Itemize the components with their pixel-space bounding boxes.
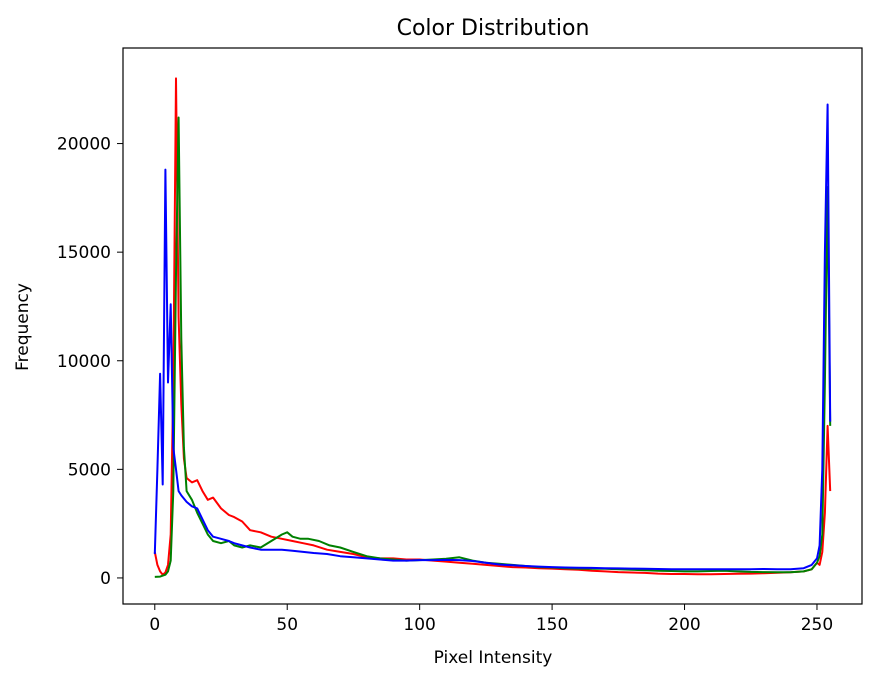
plot-frame <box>122 47 863 605</box>
x-tick-label-4: 200 <box>668 615 700 635</box>
x-tick-label-3: 150 <box>536 615 568 635</box>
chart-title: Color Distribution <box>397 16 590 41</box>
x-tick-label-5: 250 <box>801 615 833 635</box>
y-tick-label-3: 15000 <box>57 243 111 263</box>
x-tick-label-2: 100 <box>403 615 435 635</box>
x-tick-label-1: 50 <box>276 615 298 635</box>
y-tick-label-4: 20000 <box>57 135 111 155</box>
series-line-0 <box>153 77 832 576</box>
y-tick-label-1: 5000 <box>68 460 111 480</box>
y-axis-ticks: 0 5000 10000 15000 20000 <box>57 135 123 589</box>
x-axis-ticks: 0 50 100 150 200 250 <box>149 604 833 635</box>
y-axis-label: Frequency <box>13 283 33 371</box>
series-line-2 <box>153 103 832 571</box>
series-line-1 <box>154 116 832 578</box>
x-tick-label-0: 0 <box>149 615 160 635</box>
y-tick-label-2: 10000 <box>57 352 111 372</box>
series-group <box>153 77 832 578</box>
y-tick-label-0: 0 <box>100 569 111 589</box>
x-axis-label: Pixel Intensity <box>434 648 553 668</box>
